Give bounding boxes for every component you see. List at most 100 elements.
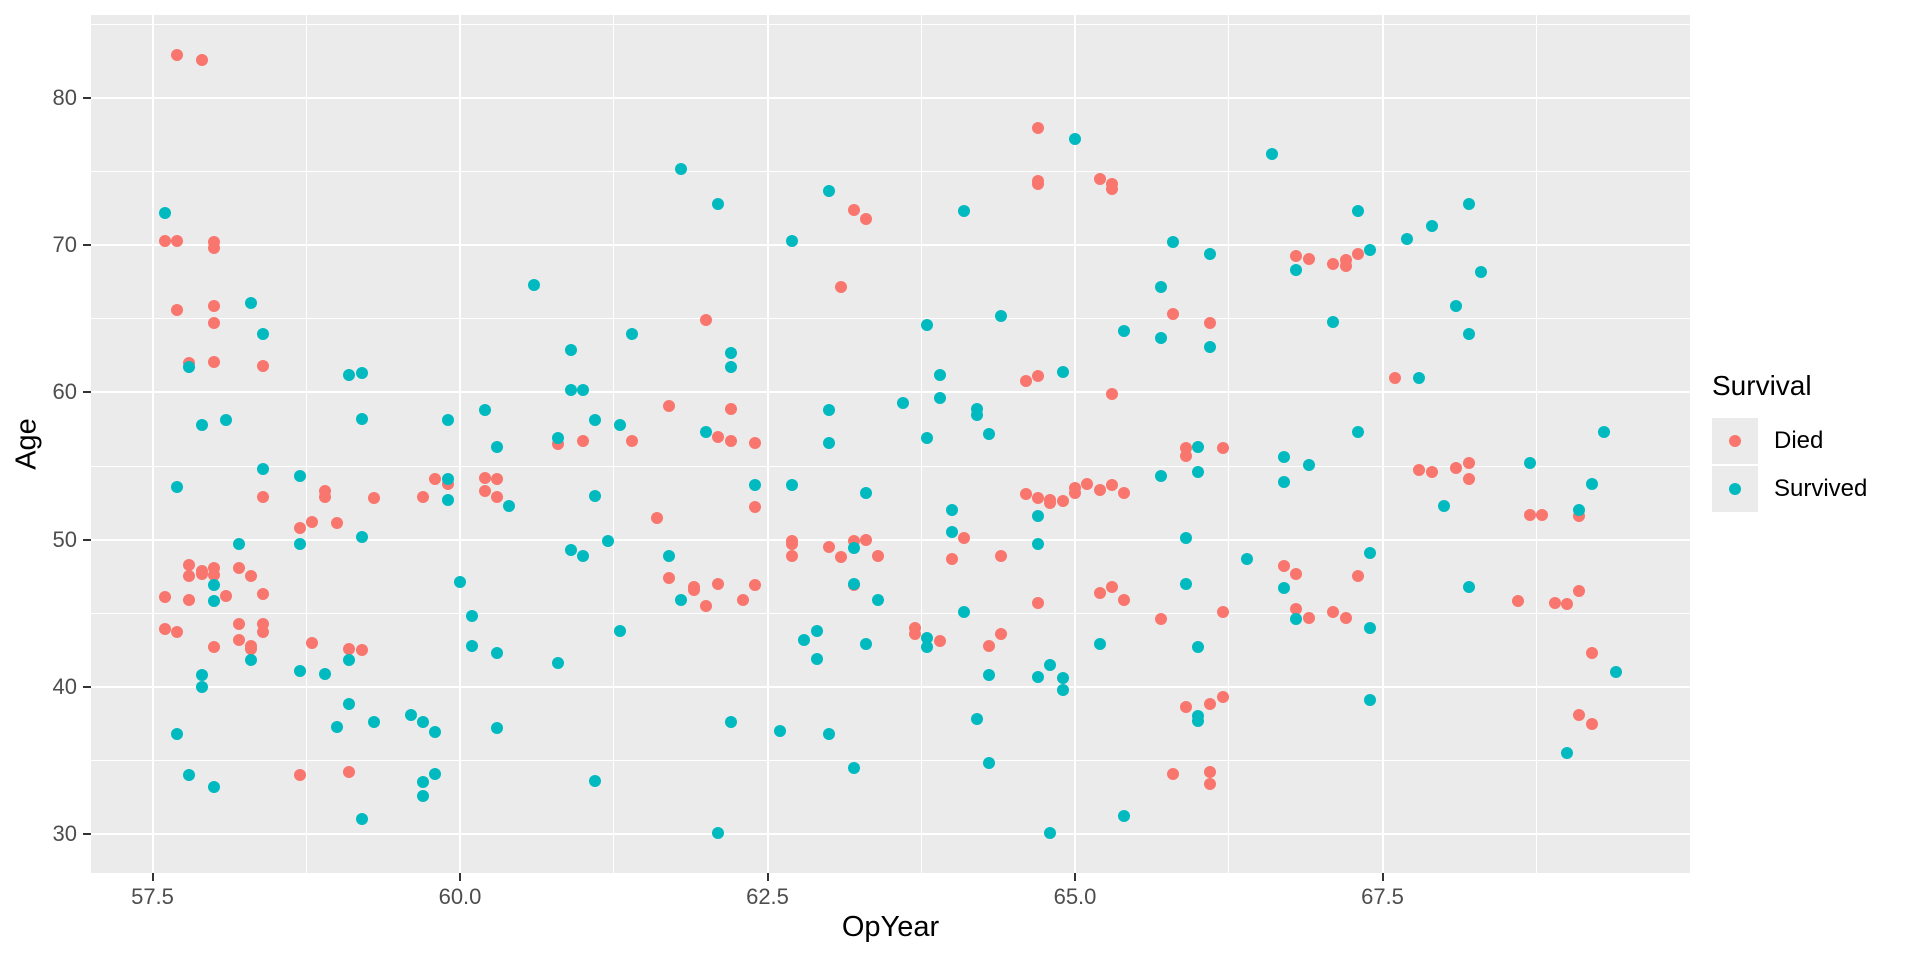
legend-entry-survived: Survived [1712,466,1867,512]
x-major-gridline [459,15,461,873]
y-minor-gridline [91,171,1690,173]
data-point-survived [1438,499,1450,512]
data-point-survived [1351,205,1364,218]
data-point-survived [1241,552,1254,565]
data-point-died [835,280,848,293]
data-point-died [429,473,442,486]
data-point-survived [417,776,430,789]
data-point-died [749,436,762,449]
data-point-died [232,561,245,574]
y-tick-mark [83,244,91,247]
data-point-survived [933,392,946,405]
data-point-died [663,399,676,412]
data-point-survived [798,633,811,646]
data-point-survived [577,549,589,562]
data-point-survived [1179,577,1192,590]
x-axis-title: OpYear [841,911,940,943]
data-point-survived [367,716,380,729]
data-point-survived [859,486,872,499]
data-point-died [208,317,220,330]
data-point-died [995,627,1008,640]
data-point-died [1105,387,1118,400]
data-point-survived [1155,280,1168,293]
data-point-died [1118,486,1131,499]
data-point-survived [1204,340,1217,353]
data-point-died [859,533,872,546]
data-point-survived [1302,458,1315,471]
data-point-survived [589,414,602,427]
x-major-gridline [1381,15,1384,873]
data-point-survived [257,327,270,340]
data-point-survived [847,761,860,774]
data-point-survived [1462,198,1475,211]
data-point-survived [490,646,503,659]
y-major-gridline [91,244,1690,247]
data-point-died [478,485,491,498]
data-point-survived [208,595,220,608]
data-point-survived [1278,451,1291,464]
y-tick-mark [83,685,91,688]
data-point-died [1056,495,1069,508]
data-point-died [577,435,589,448]
data-point-died [749,579,762,592]
y-major-gridline [91,685,1690,688]
data-point-survived [1192,714,1204,727]
data-point-survived [613,624,626,637]
data-point-survived [466,639,479,652]
data-point-died [355,644,368,657]
data-point-died [195,53,208,66]
x-major-gridline [766,15,769,873]
data-point-survived [1118,810,1131,823]
data-point-survived [294,664,307,677]
y-axis-title: Age [10,418,43,470]
x-tick-label: 62.5 [746,884,789,909]
data-point-died [835,551,848,564]
y-minor-gridline [91,465,1690,467]
data-point-died [1450,461,1463,474]
data-point-survived [1204,248,1217,261]
data-point-died [158,591,171,604]
data-point-died [208,355,220,368]
data-point-survived [564,543,577,556]
data-point-survived [749,479,762,492]
data-point-died [1204,698,1217,711]
y-major-gridline [91,97,1690,100]
x-tick-label: 60.0 [438,884,482,909]
data-point-died [294,521,307,534]
data-point-survived [675,594,688,606]
data-point-survived [1474,265,1487,278]
data-point-died [1462,457,1475,470]
x-tick-mark [1381,873,1384,881]
data-point-survived [208,579,220,592]
data-point-died [183,558,196,571]
data-point-died [1462,473,1475,486]
data-point-died [257,588,270,601]
data-point-survived [331,720,343,733]
data-point-died [1032,596,1045,609]
data-point-died [1413,464,1426,477]
data-point-survived [958,205,971,218]
data-point-died [786,535,799,548]
data-point-survived [1364,546,1377,559]
data-point-survived [712,198,725,211]
data-point-survived [343,654,356,667]
data-point-died [1524,508,1537,521]
data-point-survived [171,727,184,740]
data-point-died [1032,174,1045,187]
data-point-survived [626,327,639,340]
data-point-survived [1032,510,1045,523]
data-point-survived [1327,315,1340,328]
data-point-died [208,641,220,654]
data-point-survived [195,669,208,682]
data-point-died [171,49,184,62]
data-point-died [1388,371,1401,384]
y-major-gridline [91,538,1690,541]
data-point-survived [1179,532,1192,545]
data-point-survived [1044,826,1057,839]
data-point-died [1327,258,1340,271]
data-point-died [1204,766,1217,779]
data-point-died [208,561,220,574]
data-point-survived [355,530,368,543]
data-point-died [1351,248,1364,261]
data-point-survived [171,480,184,493]
